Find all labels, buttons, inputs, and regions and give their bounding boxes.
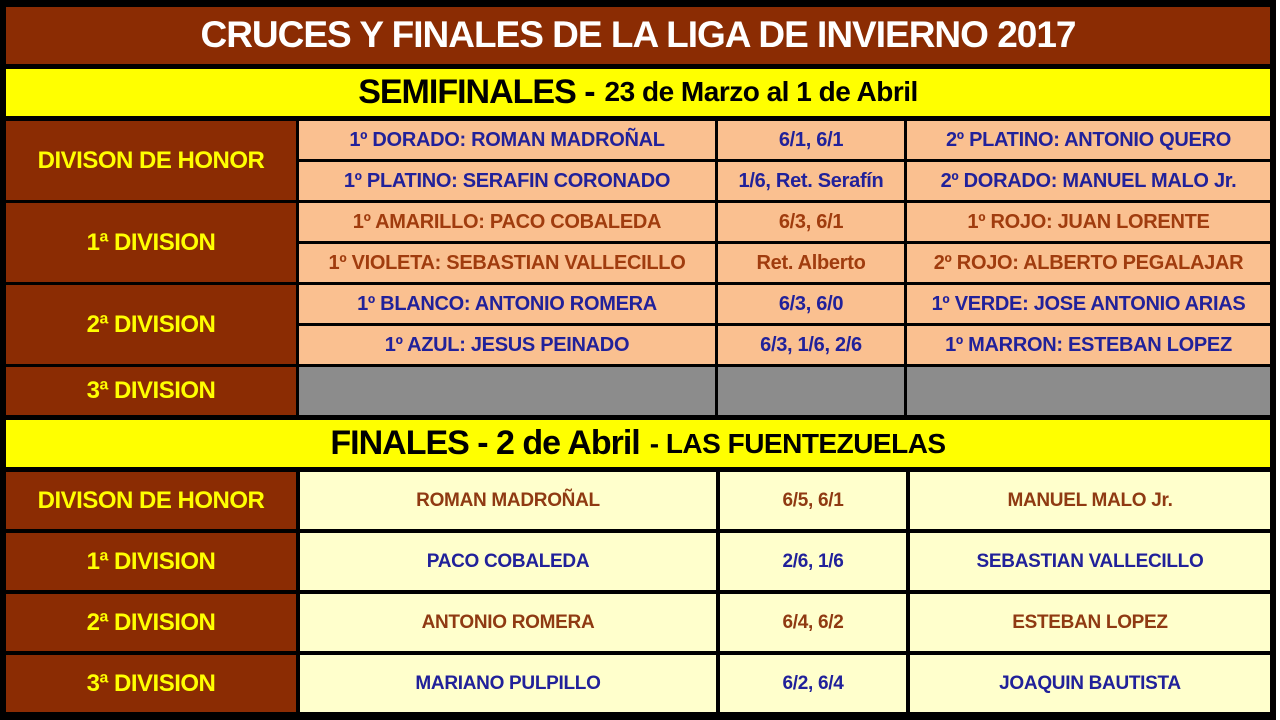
player2-cell: JOAQUIN BAUTISTA	[910, 655, 1270, 712]
semifinals-banner: SEMIFINALES - 23 de Marzo al 1 de Abril	[6, 68, 1270, 117]
division-label-3: 3ª DIVISION	[6, 655, 296, 712]
player1-cell: 1º AZUL: JESUS PEINADO	[299, 326, 715, 365]
division-label-1: 1ª DIVISION	[6, 203, 296, 283]
player2-cell: 1º ROJO: JUAN LORENTE	[907, 203, 1270, 242]
score-cell: 6/4, 6/2	[720, 594, 906, 651]
player2-cell: 2º DORADO: MANUEL MALO Jr.	[907, 162, 1270, 201]
empty-cell	[907, 367, 1270, 416]
player1-cell: PACO COBALEDA	[300, 533, 716, 590]
player1-cell: 1º DORADO: ROMAN MADROÑAL	[299, 121, 715, 160]
player1-cell: ANTONIO ROMERA	[300, 594, 716, 651]
player2-cell: SEBASTIAN VALLECILLO	[910, 533, 1270, 590]
player1-cell: 1º PLATINO: SERAFIN CORONADO	[299, 162, 715, 201]
semifinals-banner-heading: SEMIFINALES -	[358, 72, 595, 111]
empty-cell	[299, 367, 715, 416]
page-title: CRUCES Y FINALES DE LA LIGA DE INVIERNO …	[6, 7, 1270, 64]
finals-banner: FINALES - 2 de Abril - LAS FUENTEZUELAS	[6, 420, 1270, 467]
division-label-honor: DIVISON DE HONOR	[6, 121, 296, 201]
player2-cell: 1º MARRON: ESTEBAN LOPEZ	[907, 326, 1270, 365]
score-cell: 2/6, 1/6	[720, 533, 906, 590]
division-label-honor: DIVISON DE HONOR	[6, 472, 296, 529]
score-cell: 6/1, 6/1	[718, 121, 904, 160]
score-cell: 1/6, Ret. Serafín	[718, 162, 904, 201]
score-cell: 6/3, 1/6, 2/6	[718, 326, 904, 365]
player1-cell: 1º BLANCO: ANTONIO ROMERA	[299, 285, 715, 324]
player2-cell: ESTEBAN LOPEZ	[910, 594, 1270, 651]
score-cell: 6/5, 6/1	[720, 472, 906, 529]
player2-cell: 1º VERDE: JOSE ANTONIO ARIAS	[907, 285, 1270, 324]
finals-banner-venue: - LAS FUENTEZUELAS	[649, 427, 946, 459]
empty-cell	[718, 367, 904, 416]
player1-cell: 1º AMARILLO: PACO COBALEDA	[299, 203, 715, 242]
finals-banner-heading: FINALES - 2 de Abril	[330, 424, 640, 463]
division-label-2: 2ª DIVISION	[6, 594, 296, 651]
player2-cell: 2º ROJO: ALBERTO PEGALAJAR	[907, 244, 1270, 283]
score-cell: 6/3, 6/1	[718, 203, 904, 242]
score-cell: 6/3, 6/0	[718, 285, 904, 324]
player1-cell: ROMAN MADROÑAL	[300, 472, 716, 529]
player1-cell: 1º VIOLETA: SEBASTIAN VALLECILLO	[299, 244, 715, 283]
score-cell: Ret. Alberto	[718, 244, 904, 283]
semifinals-banner-dates: 23 de Marzo al 1 de Abril	[604, 76, 919, 108]
semifinals-table: DIVISON DE HONOR 1º DORADO: ROMAN MADROÑ…	[6, 121, 1270, 416]
division-label-3: 3ª DIVISION	[6, 367, 296, 416]
player2-cell: 2º PLATINO: ANTONIO QUERO	[907, 121, 1270, 160]
player2-cell: MANUEL MALO Jr.	[910, 472, 1270, 529]
division-label-1: 1ª DIVISION	[6, 533, 296, 590]
score-cell: 6/2, 6/4	[720, 655, 906, 712]
player1-cell: MARIANO PULPILLO	[300, 655, 716, 712]
finals-table: DIVISON DE HONOR ROMAN MADROÑAL 6/5, 6/1…	[6, 472, 1270, 712]
division-label-2: 2ª DIVISION	[6, 285, 296, 365]
